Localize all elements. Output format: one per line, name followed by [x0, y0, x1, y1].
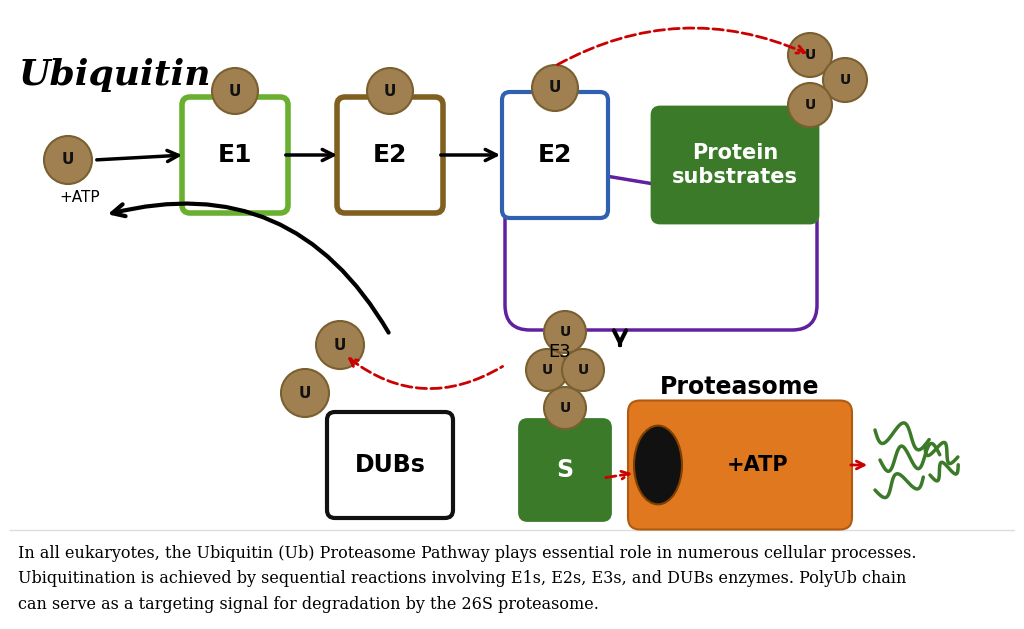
FancyBboxPatch shape	[337, 97, 443, 213]
Text: +ATP: +ATP	[727, 455, 788, 475]
Text: DUBs: DUBs	[354, 453, 425, 477]
Text: E1: E1	[218, 143, 252, 167]
Circle shape	[367, 68, 413, 114]
Circle shape	[212, 68, 258, 114]
Circle shape	[788, 83, 831, 127]
Text: U: U	[559, 401, 570, 415]
Text: U: U	[299, 386, 311, 401]
Text: In all eukaryotes, the Ubiquitin (Ub) Proteasome Pathway plays essential role in: In all eukaryotes, the Ubiquitin (Ub) Pr…	[18, 545, 916, 613]
Circle shape	[823, 58, 867, 102]
Text: E2: E2	[538, 143, 572, 167]
Text: U: U	[61, 152, 74, 167]
Circle shape	[44, 136, 92, 184]
Text: S: S	[556, 458, 573, 482]
Text: U: U	[559, 325, 570, 339]
Text: E2: E2	[373, 143, 408, 167]
Circle shape	[532, 65, 578, 111]
FancyBboxPatch shape	[502, 92, 608, 218]
Text: Ubiquitin: Ubiquitin	[18, 58, 211, 92]
Text: U: U	[542, 363, 553, 377]
Ellipse shape	[634, 426, 682, 504]
Text: U: U	[384, 84, 396, 99]
Circle shape	[281, 369, 329, 417]
Text: +ATP: +ATP	[59, 191, 100, 206]
Text: Protein
substrates: Protein substrates	[672, 143, 798, 187]
Text: U: U	[805, 98, 816, 112]
Text: Proteasome: Proteasome	[660, 376, 820, 399]
Text: E3: E3	[549, 343, 571, 361]
Circle shape	[544, 387, 586, 429]
FancyBboxPatch shape	[182, 97, 288, 213]
Circle shape	[562, 349, 604, 391]
Text: U: U	[549, 81, 561, 96]
Circle shape	[316, 321, 364, 369]
FancyBboxPatch shape	[628, 401, 852, 530]
FancyBboxPatch shape	[652, 107, 818, 223]
Circle shape	[526, 349, 568, 391]
Text: U: U	[228, 84, 242, 99]
Text: U: U	[334, 338, 346, 352]
Text: U: U	[578, 363, 589, 377]
FancyBboxPatch shape	[519, 420, 610, 521]
Circle shape	[788, 33, 831, 77]
Text: U: U	[840, 73, 851, 87]
FancyBboxPatch shape	[327, 412, 453, 518]
Text: U: U	[805, 48, 816, 62]
Circle shape	[544, 311, 586, 353]
